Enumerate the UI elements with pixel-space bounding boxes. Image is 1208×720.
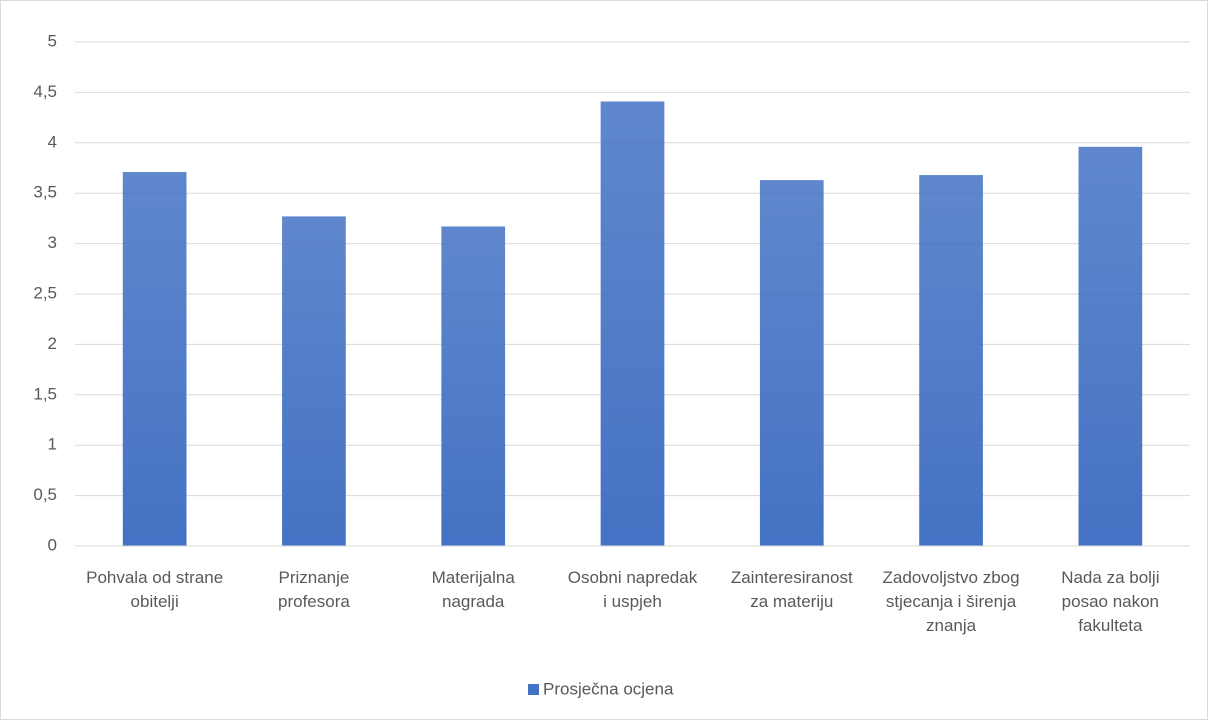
bar [441, 226, 506, 547]
bar [1078, 146, 1143, 546]
y-tick-label: 2,5 [33, 283, 57, 302]
y-tick-label: 1 [48, 435, 57, 454]
bar [759, 180, 824, 546]
y-tick-label: 0 [48, 535, 57, 554]
bar [919, 175, 983, 546]
legend-label: Prosječna ocjena [543, 679, 674, 698]
y-tick-label: 4,5 [33, 82, 57, 101]
x-tick-label: Osobni napredak i uspjeh [567, 568, 698, 611]
x-tick-label: Zadovoljstvo zbog stjecanja i širenja zn… [882, 568, 1020, 635]
y-tick-label: 0,5 [33, 485, 57, 504]
x-tick-label: Priznanje profesora [278, 568, 350, 611]
y-tick-label: 3 [48, 233, 57, 252]
bar [600, 101, 665, 547]
x-tick-label: Zainteresiranost za materiju [730, 568, 853, 611]
legend-swatch [528, 684, 539, 695]
x-tick-label: Pohvala od strane obitelji [86, 568, 224, 611]
y-tick-label: 3,5 [33, 183, 57, 202]
x-tick-label: Nada za bolji posao nakon fakulteta [1061, 568, 1160, 635]
y-tick-label: 1,5 [33, 384, 57, 403]
bar [282, 216, 346, 546]
y-tick-label: 5 [48, 31, 57, 50]
bar [122, 172, 187, 547]
x-tick-label: Materijalna nagrada [431, 568, 515, 611]
y-tick-label: 2 [48, 334, 57, 353]
y-tick-label: 4 [48, 132, 57, 151]
